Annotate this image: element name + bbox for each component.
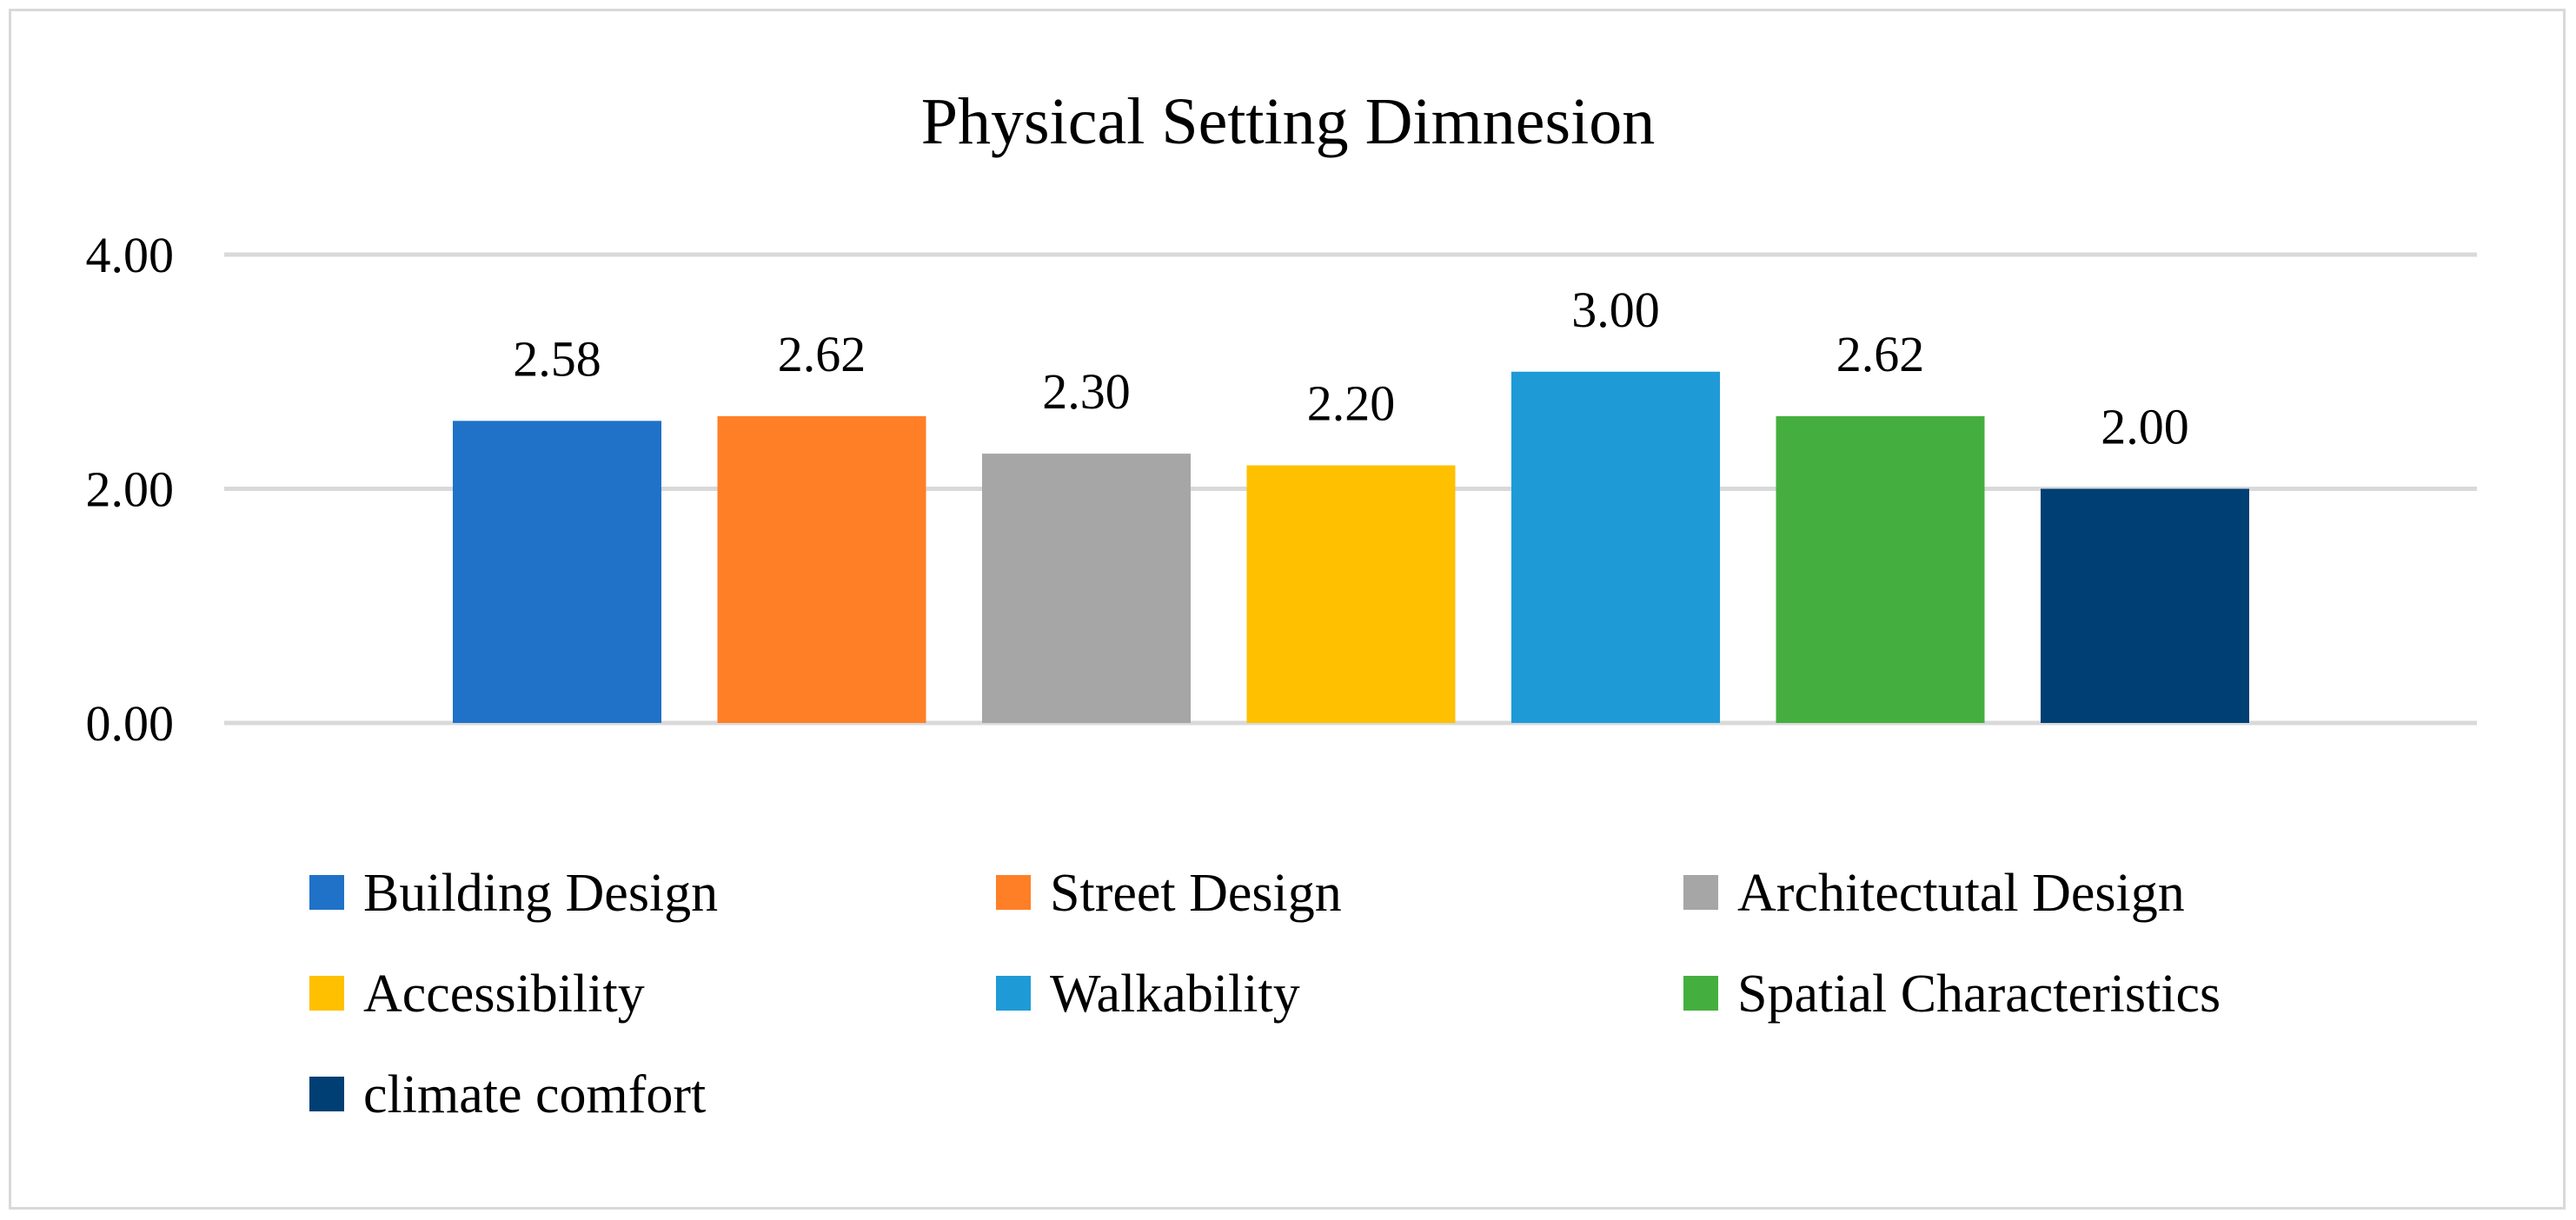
y-tick-label: 2.00 (86, 461, 175, 518)
legend: Building Design Street Design Architectuta… (309, 864, 2221, 1124)
legend-swatch (1683, 976, 1718, 1011)
data-label: 2.58 (513, 330, 601, 387)
data-labels: 2.58 2.62 2.30 2.20 3.00 2.62 2.00 (513, 282, 2189, 455)
legend-swatch (309, 875, 344, 910)
legend-swatch (309, 976, 344, 1011)
legend-swatch (1683, 875, 1718, 910)
legend-label: Spatial Characteristics (1737, 965, 2221, 1024)
legend-label: Street Design (1050, 864, 1342, 923)
data-label: 2.62 (1836, 326, 1925, 382)
legend-swatch (996, 875, 1031, 910)
data-label: 3.00 (1571, 282, 1660, 338)
chart-title: Physical Setting Dimnesion (921, 85, 1655, 158)
legend-label: Architectutal Design (1737, 864, 2185, 923)
legend-label: Walkability (1050, 965, 1300, 1024)
bar-walkability (1511, 371, 1720, 723)
bar-climate-comfort (2041, 488, 2249, 723)
bar-accessibility (1246, 465, 1456, 723)
bar-building-design (453, 421, 661, 723)
legend-label: Building Design (363, 864, 718, 923)
bar-spatial-characteristics (1776, 415, 1985, 723)
y-axis-ticks: 0.00 2.00 4.00 (86, 227, 175, 752)
legend-swatch (309, 1077, 344, 1111)
legend-label: climate comfort (363, 1065, 706, 1124)
bars (453, 371, 2249, 723)
legend-label: Accessibility (363, 965, 645, 1024)
data-label: 2.30 (1042, 363, 1131, 420)
data-label: 2.62 (778, 326, 866, 382)
legend-swatch (996, 976, 1031, 1011)
y-tick-label: 4.00 (86, 227, 175, 283)
data-label: 2.00 (2101, 399, 2189, 455)
bar-architectutal-design (982, 454, 1191, 723)
bar-street-design (717, 415, 926, 723)
y-tick-label: 0.00 (86, 695, 175, 752)
data-label: 2.20 (1307, 375, 1396, 432)
